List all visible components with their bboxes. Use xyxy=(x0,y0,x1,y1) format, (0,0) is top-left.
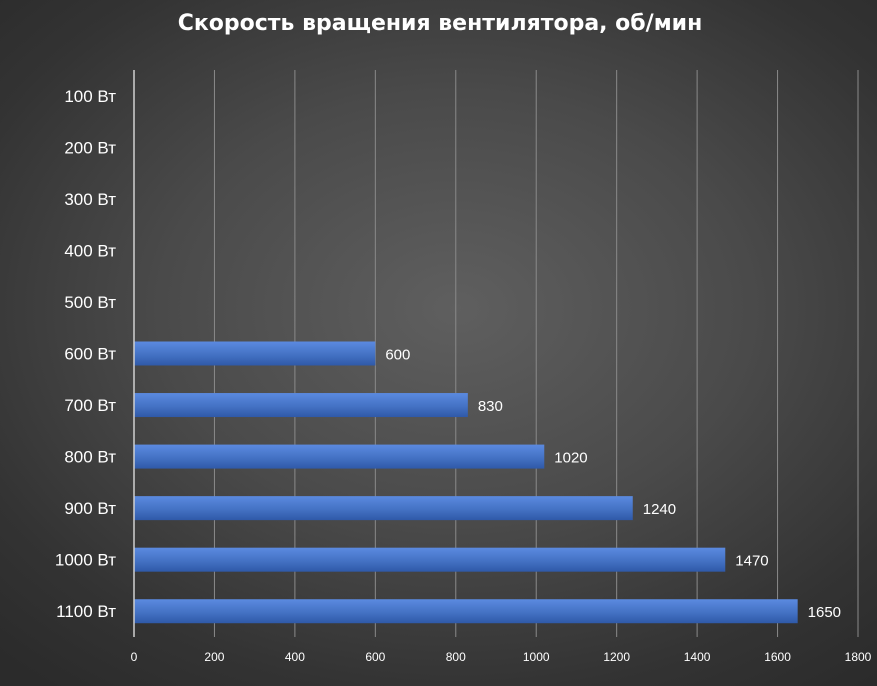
gridlines xyxy=(213,70,859,637)
category-label: 300 Вт xyxy=(64,190,116,209)
data-label: 1240 xyxy=(643,501,676,518)
data-label: 1650 xyxy=(808,604,841,621)
data-label: 600 xyxy=(385,347,410,364)
x-tick-label: 0 xyxy=(131,650,138,664)
x-tick-label: 1600 xyxy=(764,650,791,664)
category-labels: 100 Вт 200 Вт 300 Вт 400 Вт 500 Вт 600 Вт 700 … xyxy=(55,87,116,621)
bar xyxy=(134,599,798,624)
data-label: 1020 xyxy=(554,450,587,467)
x-tick-label: 200 xyxy=(204,650,224,664)
category-label: 400 Вт xyxy=(64,241,116,260)
category-label: 600 Вт xyxy=(64,345,116,364)
x-tick-label: 600 xyxy=(365,650,385,664)
x-tick-label: 1400 xyxy=(684,650,711,664)
category-label: 800 Вт xyxy=(64,448,116,467)
data-labels: 600 830 1020 1240 1470 1650 xyxy=(385,347,841,622)
x-tick-labels: 0 200 400 600 800 1000 1200 1400 1600 1800 xyxy=(131,650,872,664)
category-label: 100 Вт xyxy=(64,87,116,106)
bar xyxy=(134,341,376,366)
x-tick-label: 1000 xyxy=(523,650,550,664)
data-label: 830 xyxy=(478,398,503,415)
category-label: 500 Вт xyxy=(64,293,116,312)
bar xyxy=(134,393,468,418)
bar-series xyxy=(134,341,798,624)
category-label: 700 Вт xyxy=(64,396,116,415)
bar xyxy=(134,547,726,572)
x-tick-label: 800 xyxy=(446,650,466,664)
x-tick-label: 1800 xyxy=(845,650,872,664)
category-label: 900 Вт xyxy=(64,499,116,518)
chart-title: Скорость вращения вентилятора, об/мин xyxy=(178,11,703,36)
category-label: 1000 Вт xyxy=(55,551,116,570)
bar xyxy=(134,444,545,469)
category-label: 1100 Вт xyxy=(56,602,116,621)
category-label: 200 Вт xyxy=(64,138,116,157)
x-tick-label: 400 xyxy=(285,650,305,664)
data-label: 1470 xyxy=(735,553,768,570)
bar xyxy=(134,496,633,521)
x-tick-label: 1200 xyxy=(603,650,630,664)
